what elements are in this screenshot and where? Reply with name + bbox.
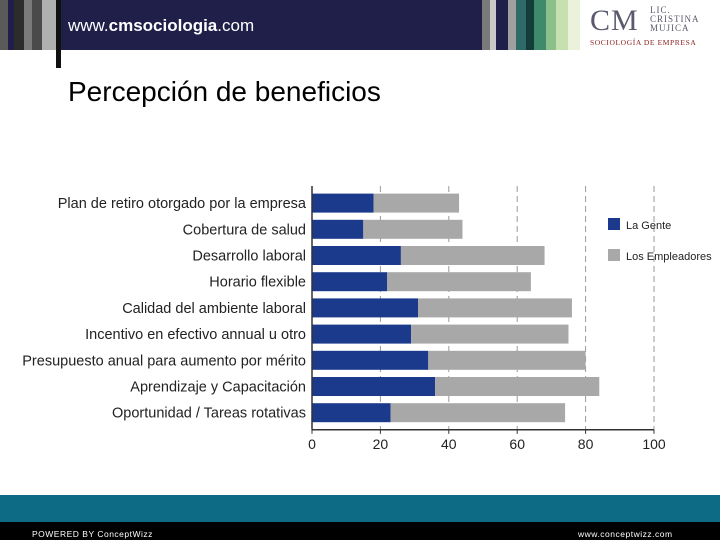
category-label: Calidad del ambiente laboral — [122, 301, 306, 317]
category-label: Oportunidad / Tareas rotativas — [112, 406, 306, 422]
bar-la-gente — [312, 193, 374, 213]
logo: CM LIC. CRISTINA MUJICA SOCIOLOGÍA DE EM… — [580, 0, 720, 50]
legend-label: Los Empleadores — [626, 251, 712, 263]
footer-band — [0, 495, 720, 522]
bar-la-gente — [312, 272, 388, 292]
slide-title: Percepción de beneficios — [68, 76, 381, 107]
x-tick-label: 40 — [441, 436, 457, 450]
bar-los-empleadores — [387, 272, 531, 292]
bar-los-empleadores — [363, 219, 463, 239]
category-label: Aprendizaje y Capacitación — [130, 380, 306, 396]
footer-credit: POWERED BY ConceptWizz — [32, 529, 153, 539]
header-divider — [56, 0, 61, 68]
logo-mark: CM — [590, 4, 639, 37]
x-tick-label: 100 — [642, 436, 666, 450]
category-label: Plan de retiro otorgado por la empresa — [58, 196, 307, 212]
footer-bar — [0, 522, 720, 540]
bar-la-gente — [312, 219, 364, 239]
x-tick-label: 60 — [509, 436, 525, 450]
benefits-chart: Plan de retiro otorgado por la empresa Co… — [22, 186, 712, 450]
category-label: Presupuesto anual para aumento por mérit… — [22, 353, 306, 369]
legend-swatch — [608, 249, 620, 261]
x-tick-label: 80 — [578, 436, 594, 450]
legend-label: La Gente — [626, 220, 671, 232]
bar-la-gente — [312, 403, 391, 423]
category-label: Incentivo en efectivo annual u otro — [85, 327, 306, 343]
bar-los-empleadores — [411, 324, 569, 344]
category-label: Cobertura de salud — [183, 222, 306, 238]
header-stripes-left — [0, 0, 56, 50]
footer-link[interactable]: www.conceptwizz.com — [578, 529, 673, 539]
bar-la-gente — [312, 246, 401, 265]
logo-subtitle: SOCIOLOGÍA DE EMPRESA — [590, 38, 697, 47]
bar-los-empleadores — [373, 193, 460, 213]
bar-la-gente — [312, 350, 429, 370]
bar-la-gente — [312, 377, 436, 396]
x-tick-label: 20 — [373, 436, 389, 450]
site-url[interactable]: www.cmsociologia.com — [68, 16, 255, 35]
bar-la-gente — [312, 298, 419, 318]
header-stripes-right — [482, 0, 580, 50]
legend-swatch — [608, 218, 620, 230]
category-label: Horario flexible — [209, 275, 306, 291]
x-tick-label: 0 — [308, 436, 316, 450]
logo-name: LIC. CRISTINA MUJICA — [650, 5, 700, 33]
bar-los-empleadores — [418, 298, 572, 318]
category-label: Desarrollo laboral — [192, 249, 306, 265]
bar-los-empleadores — [435, 377, 600, 396]
bar-la-gente — [312, 324, 412, 344]
bar-los-empleadores — [428, 350, 586, 370]
bar-los-empleadores — [400, 246, 545, 265]
bar-los-empleadores — [390, 403, 566, 423]
